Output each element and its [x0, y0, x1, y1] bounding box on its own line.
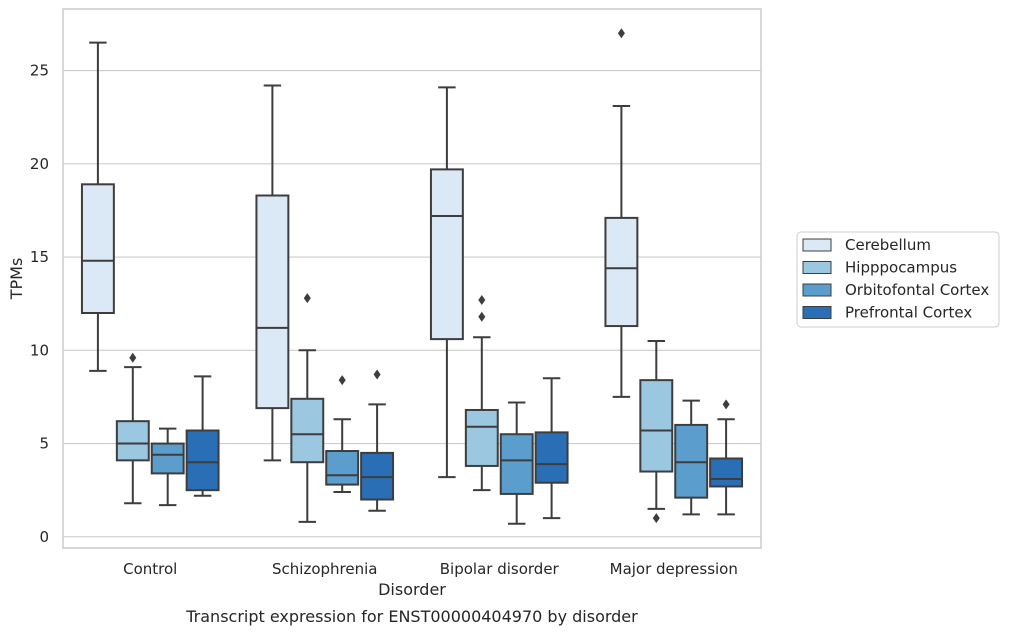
x-tick-label: Control [123, 560, 177, 578]
legend-swatch [802, 261, 832, 274]
y-axis-label: TPMs [7, 258, 26, 301]
x-axis-ticks: Control Schizophrenia Bipolar disorder Majo… [123, 560, 738, 578]
x-tick-label: Bipolar disorder [440, 560, 560, 578]
chart-caption: Transcript expression for ENST0000040497… [185, 607, 638, 626]
legend-frame [796, 231, 1000, 328]
legend-label: Orbitofontal Cortex [845, 281, 989, 299]
box-3-0 [185, 375, 220, 497]
box-body [604, 216, 639, 328]
box-0-2 [429, 86, 464, 479]
box-1-2 [464, 294, 499, 492]
y-tick-label: 20 [30, 155, 49, 173]
box-body [115, 420, 150, 462]
box-2-2 [499, 401, 534, 525]
box-body [255, 194, 290, 410]
box-body [464, 408, 499, 467]
box-body [639, 379, 674, 473]
box-0-0 [80, 41, 115, 372]
box-body [534, 431, 569, 484]
legend: Cerebellum Hipppocampus Orbitofontal Corte… [796, 231, 1000, 328]
box-body [429, 168, 464, 341]
legend-label: Hipppocampus [845, 259, 957, 277]
box-3-2 [534, 377, 569, 520]
box-2-1 [325, 375, 360, 494]
y-tick-label: 5 [39, 435, 49, 453]
y-axis-ticks: 0 5 10 15 20 25 [30, 62, 49, 546]
outlier-point [303, 293, 311, 304]
y-tick-label: 15 [30, 248, 49, 266]
box-1-0 [115, 352, 150, 505]
outlier-point [478, 311, 486, 322]
outlier-point [129, 352, 137, 363]
x-axis-label: Disorder [378, 580, 446, 599]
plot-area [62, 8, 762, 549]
legend-swatch [802, 238, 832, 252]
box-0-3 [604, 28, 639, 398]
y-tick-label: 25 [30, 62, 49, 80]
box-0-1 [255, 84, 290, 462]
box-1-3 [639, 339, 674, 524]
box-body [325, 450, 360, 486]
box-body [185, 429, 220, 492]
legend-swatch [802, 283, 832, 297]
box-body [290, 397, 325, 464]
outlier-point [338, 375, 346, 386]
y-tick-label: 10 [30, 341, 49, 359]
box-1-1 [290, 293, 325, 523]
box-body [709, 457, 744, 488]
box-body [80, 183, 115, 315]
outlier-point [722, 399, 730, 410]
box-body [499, 433, 534, 495]
box-2-0 [150, 427, 185, 507]
legend-swatch [802, 306, 832, 319]
box-3-1 [360, 369, 395, 512]
outlier-point [478, 294, 486, 305]
legend-label: Cerebellum [845, 236, 931, 254]
outlier-point [373, 369, 381, 380]
x-tick-label: Major depression [610, 560, 738, 578]
outlier-point [652, 513, 660, 524]
legend-label: Prefrontal Cortex [845, 304, 972, 322]
box-body [150, 442, 185, 475]
box-3-3 [709, 399, 744, 516]
box-series [80, 28, 744, 525]
outlier-point [617, 28, 625, 39]
box-2-3 [674, 399, 709, 516]
y-tick-label: 0 [39, 528, 49, 546]
x-tick-label: Schizophrenia [272, 560, 377, 578]
